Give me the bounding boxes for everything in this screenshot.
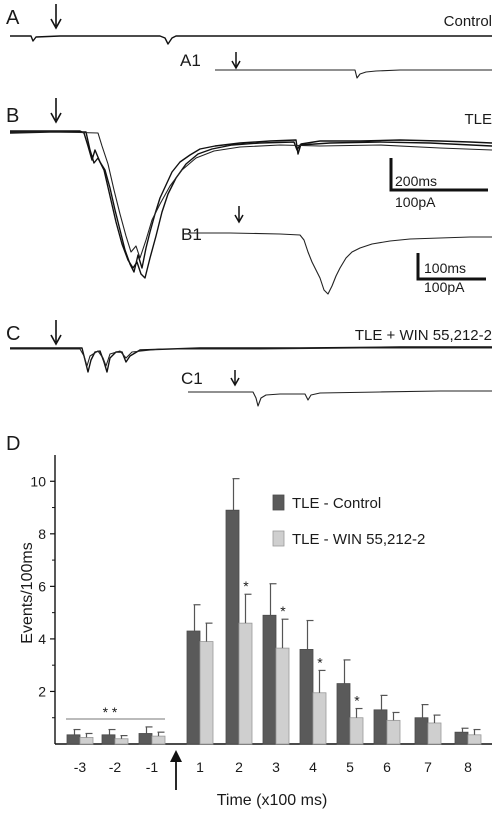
bar-win--1 bbox=[151, 735, 166, 745]
panel-a-letter: A bbox=[6, 7, 20, 29]
scale-bar-b bbox=[389, 158, 488, 192]
bar-control-4 bbox=[299, 649, 314, 745]
tle-win-trace-2 bbox=[10, 347, 492, 367]
y-tick-label: 6 bbox=[38, 578, 46, 594]
bar-win--2 bbox=[114, 738, 129, 745]
stimulus-arrow-b bbox=[50, 98, 62, 124]
bar-control-7 bbox=[414, 717, 429, 745]
x-tick-label: 6 bbox=[383, 759, 391, 775]
legend-label-1: TLE - WIN 55,212-2 bbox=[292, 531, 425, 548]
stimulus-arrow-a bbox=[50, 4, 62, 30]
bar-win-7 bbox=[427, 722, 442, 745]
bar-win-6 bbox=[386, 719, 401, 745]
significance-star: * bbox=[354, 693, 360, 709]
x-tick-label: 5 bbox=[346, 759, 354, 775]
x-tick-label: -2 bbox=[109, 759, 122, 775]
panel-b-condition: TLE bbox=[464, 111, 492, 128]
significance-star: * bbox=[317, 654, 323, 670]
y-tick-label: 10 bbox=[30, 473, 46, 489]
significance-star: * bbox=[243, 578, 249, 594]
legend-swatch-0 bbox=[272, 494, 285, 511]
tle-trace-expanded bbox=[188, 232, 492, 295]
bar-control-8 bbox=[454, 731, 469, 745]
panel-a1-letter: A1 bbox=[180, 51, 201, 70]
panel-c-letter: C bbox=[6, 323, 20, 345]
bar-win-2 bbox=[238, 622, 253, 745]
panel-a-condition: Control bbox=[444, 13, 492, 30]
bar-win-3 bbox=[275, 647, 290, 745]
stimulus-arrow-a1 bbox=[231, 52, 241, 70]
tle-trace-2 bbox=[9, 131, 493, 279]
panel-d: D Events/100ms Time (x100 ms) 2 4 6 8 10 -3 -2… bbox=[6, 433, 492, 809]
scale-b1-amp: 100pA bbox=[424, 279, 465, 295]
x-tick-label: -1 bbox=[146, 759, 159, 775]
tle-trace-3 bbox=[10, 131, 493, 259]
bar-win-8 bbox=[467, 734, 482, 745]
bar-control--2 bbox=[101, 734, 116, 745]
control-trace bbox=[10, 35, 492, 45]
x-tick-label: 3 bbox=[272, 759, 280, 775]
bar-control--1 bbox=[138, 733, 153, 745]
bar-control-3 bbox=[262, 614, 277, 745]
bar-control--3 bbox=[66, 734, 81, 745]
baseline-stars: * * bbox=[103, 704, 118, 720]
bar-win-5 bbox=[349, 717, 364, 745]
x-axis-title: Time (x100 ms) bbox=[217, 792, 328, 809]
panel-d-letter: D bbox=[6, 433, 20, 455]
scale-b-amp: 100pA bbox=[395, 194, 436, 210]
stimulus-arrow-head bbox=[170, 750, 182, 762]
bar-control-6 bbox=[373, 709, 388, 745]
panel-c-condition: TLE + WIN 55,212-2 bbox=[355, 327, 492, 344]
y-tick-label: 8 bbox=[38, 526, 46, 542]
bar-control-1 bbox=[186, 630, 201, 745]
tle-win-trace-1 bbox=[10, 346, 492, 373]
x-tick-label: 8 bbox=[464, 759, 472, 775]
bar-control-2 bbox=[225, 509, 240, 745]
panel-b1-letter: B1 bbox=[181, 225, 202, 244]
x-tick-label: 2 bbox=[235, 759, 243, 775]
stimulus-arrow-c bbox=[50, 320, 62, 346]
x-tick-label: 4 bbox=[309, 759, 317, 775]
panel-b-letter: B bbox=[6, 105, 19, 127]
scale-bar-b1 bbox=[416, 253, 486, 281]
legend-swatch-1 bbox=[272, 530, 285, 547]
x-tick-label: -3 bbox=[74, 759, 87, 775]
bar-win-4 bbox=[312, 692, 327, 745]
scale-b-time: 200ms bbox=[395, 173, 437, 189]
stimulus-arrow-b1 bbox=[234, 206, 244, 224]
x-tick-label: 1 bbox=[196, 759, 204, 775]
x-tick-label: 7 bbox=[424, 759, 432, 775]
panel-c1-letter: C1 bbox=[181, 369, 203, 388]
bar-chart: 2 4 6 8 10 -3 -2 -1 1 2 3 4 5 6 7 8 * * * * * * TLE - Control… bbox=[30, 455, 492, 790]
y-axis-title: Events/100ms bbox=[19, 542, 36, 643]
tle-win-trace-expanded bbox=[188, 390, 492, 407]
legend-label-0: TLE - Control bbox=[292, 495, 381, 512]
y-tick-label: 4 bbox=[38, 631, 46, 647]
scale-b1-time: 100ms bbox=[424, 260, 466, 276]
panel-a: A Control A1 bbox=[6, 4, 492, 79]
panel-c: C TLE + WIN 55,212-2 C1 bbox=[6, 320, 492, 407]
significance-star: * bbox=[280, 603, 286, 619]
bar-win--3 bbox=[79, 737, 94, 745]
bar-control-5 bbox=[336, 683, 351, 745]
stimulus-arrow-c1 bbox=[230, 370, 240, 387]
control-trace-expanded bbox=[215, 69, 492, 79]
panel-b: B TLE 200ms 100pA B1 100ms 100pA bbox=[6, 98, 493, 295]
bar-win-1 bbox=[199, 641, 214, 745]
y-tick-label: 2 bbox=[38, 683, 46, 699]
